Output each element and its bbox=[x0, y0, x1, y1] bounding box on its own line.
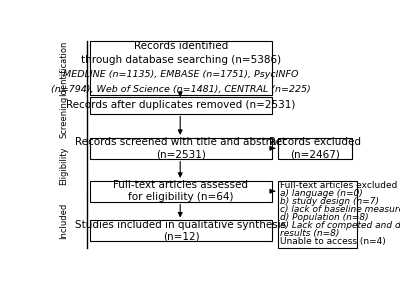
Text: Screening: Screening bbox=[60, 96, 68, 138]
Text: Included: Included bbox=[60, 202, 68, 239]
Text: Full-text articles excluded (n=52): Full-text articles excluded (n=52) bbox=[280, 181, 400, 190]
Text: (n=2531): (n=2531) bbox=[156, 149, 206, 159]
Bar bbox=[90, 138, 272, 159]
Text: Records screened with title and abstract: Records screened with title and abstract bbox=[75, 138, 286, 147]
Text: e) Lack of competed and detailed: e) Lack of competed and detailed bbox=[280, 221, 400, 230]
Text: results (n=8): results (n=8) bbox=[280, 229, 340, 238]
Text: Records identified: Records identified bbox=[134, 41, 228, 51]
Text: b) study design (n=7): b) study design (n=7) bbox=[280, 197, 379, 206]
Text: a) language (n=0): a) language (n=0) bbox=[280, 189, 363, 198]
Text: Full-text articles assessed: Full-text articles assessed bbox=[114, 180, 248, 190]
Text: d) Population (n=8): d) Population (n=8) bbox=[280, 213, 369, 222]
Bar bbox=[90, 181, 272, 202]
Text: Identification: Identification bbox=[60, 41, 68, 96]
Text: Unable to access (n=4): Unable to access (n=4) bbox=[280, 237, 386, 246]
Bar bbox=[278, 138, 352, 159]
Text: c) lack of baseline measures (n=25): c) lack of baseline measures (n=25) bbox=[280, 205, 400, 214]
Bar bbox=[278, 181, 357, 248]
Text: Records after duplicates removed (n=2531): Records after duplicates removed (n=2531… bbox=[66, 100, 296, 110]
Text: Studies included in qualitative synthesis: Studies included in qualitative synthesi… bbox=[75, 220, 286, 230]
Text: MEDLINE (n=1135), EMBASE (n=1751), PsycINFO: MEDLINE (n=1135), EMBASE (n=1751), PsycI… bbox=[63, 70, 299, 79]
Text: (n=794), Web of Science (n=1481), CENTRAL (n=225): (n=794), Web of Science (n=1481), CENTRA… bbox=[51, 85, 311, 94]
Text: Eligibility: Eligibility bbox=[60, 146, 68, 184]
Text: (n=2467): (n=2467) bbox=[290, 149, 340, 159]
Text: through database searching (n=5386): through database searching (n=5386) bbox=[81, 55, 281, 65]
Bar bbox=[90, 97, 272, 114]
Bar bbox=[90, 221, 272, 241]
Bar bbox=[90, 41, 272, 95]
Text: for eligibility (n=64): for eligibility (n=64) bbox=[128, 192, 234, 202]
Text: (n=12): (n=12) bbox=[163, 232, 199, 242]
Text: Records excluded: Records excluded bbox=[269, 138, 361, 147]
